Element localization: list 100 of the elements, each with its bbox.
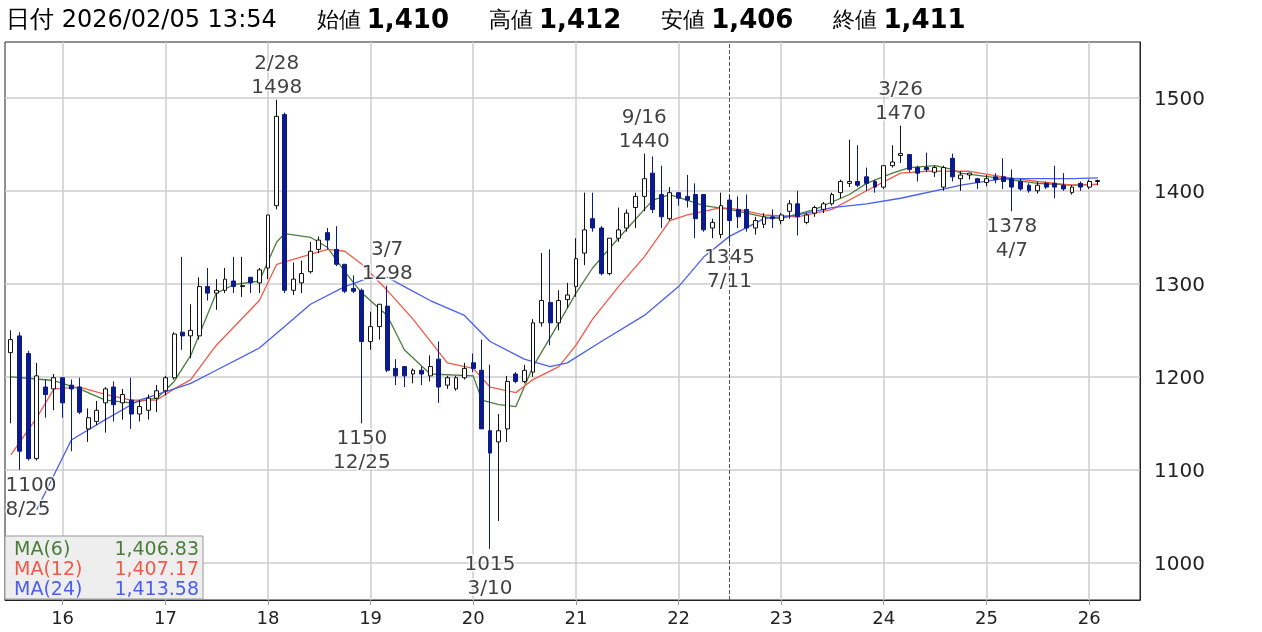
- candlestick: [548, 248, 553, 346]
- candlestick: [103, 386, 108, 434]
- candlestick: [129, 377, 134, 430]
- candlestick: [779, 212, 784, 225]
- candlestick: [1070, 184, 1074, 196]
- x-tick-label: 19: [359, 606, 383, 628]
- candlestick: [770, 208, 775, 229]
- candlestick: [94, 400, 99, 426]
- candlestick: [659, 165, 664, 229]
- candlestick: [864, 167, 869, 192]
- candlestick: [984, 174, 989, 187]
- x-tick-label: 23: [769, 606, 793, 628]
- annotation: 1,413.58: [114, 576, 199, 599]
- candlestick: [607, 237, 612, 276]
- x-tick-label: 26: [1077, 606, 1101, 628]
- candlestick: [351, 274, 356, 294]
- candlestick: [676, 192, 681, 207]
- candlestick: [993, 172, 998, 184]
- candlestick: [411, 367, 415, 384]
- candlestick: [633, 192, 638, 229]
- annotation: 3/26 1470: [875, 75, 927, 124]
- candlestick: [299, 260, 304, 294]
- candlestick: [419, 366, 424, 386]
- candlestick: [402, 366, 407, 388]
- candlestick: [890, 144, 895, 169]
- candlestick: [744, 194, 749, 233]
- candlestick: [932, 165, 937, 178]
- candlestick: [223, 267, 227, 294]
- candlestick: [111, 380, 116, 422]
- text: 高値 1,412: [488, 4, 622, 34]
- candlestick: [710, 218, 715, 239]
- candlestick: [701, 194, 706, 233]
- candlestick: [137, 399, 142, 422]
- candlestick: [693, 182, 698, 239]
- candlestick: [325, 227, 330, 250]
- y-tick-label: 1100: [1154, 457, 1205, 482]
- candlestick: [1052, 165, 1057, 199]
- candlestick: [471, 353, 476, 373]
- candlestick: [830, 192, 834, 207]
- candlestick: [958, 170, 963, 192]
- candlestick: [1087, 179, 1092, 190]
- candlestick: [17, 331, 22, 471]
- text: 安値 1,406: [661, 4, 794, 34]
- x-tick-label: 25: [975, 606, 999, 628]
- candlestick: [898, 125, 903, 164]
- candlestick: [599, 225, 604, 276]
- candlestick: [915, 165, 920, 182]
- candlestick: [719, 192, 723, 239]
- candlestick: [1035, 181, 1040, 195]
- candlestick: [359, 287, 364, 424]
- text: 始値 1,410: [316, 4, 449, 34]
- candlestick: [590, 192, 595, 233]
- candlestick: [454, 375, 458, 392]
- candlestick: [316, 235, 321, 254]
- x-tick-label: 21: [564, 606, 588, 628]
- candlestick: [51, 373, 56, 411]
- x-tick-label: 16: [51, 606, 75, 628]
- candlestick: [1095, 179, 1100, 186]
- candlestick: [847, 139, 852, 188]
- candlestick: [393, 358, 398, 386]
- candlestick: [1027, 182, 1031, 194]
- candlestick: [257, 267, 262, 294]
- candlestick: [1078, 181, 1083, 192]
- candlestick: [436, 340, 441, 404]
- candlestick: [565, 282, 570, 309]
- candlestick: [667, 186, 672, 222]
- x-tick-label: 20: [461, 606, 485, 628]
- candlestick: [967, 172, 972, 181]
- candlestick: [787, 199, 792, 220]
- candlestick: [342, 263, 347, 294]
- candlestick: [146, 393, 151, 421]
- annotation: 2/28 1498: [251, 49, 303, 98]
- candlestick: [522, 364, 527, 384]
- candlestick: [727, 194, 732, 243]
- x-tick-label: 22: [667, 606, 691, 628]
- annotation: 1,407.17: [114, 556, 199, 579]
- candlestick: [1044, 181, 1049, 190]
- candlestick: [479, 339, 484, 430]
- candlestick: [214, 278, 219, 311]
- candlestick: [291, 261, 296, 296]
- candlestick: [308, 241, 313, 275]
- candlestick: [240, 256, 245, 298]
- candlestick: [266, 214, 270, 280]
- x-tick-label: 17: [154, 606, 177, 628]
- candlestick: [377, 303, 382, 341]
- candlestick: [975, 178, 980, 190]
- candlestick: [231, 256, 236, 294]
- candlestick: [445, 375, 450, 390]
- candlestick: [163, 375, 168, 396]
- candlestick: [838, 179, 843, 199]
- candlestick: [685, 174, 690, 209]
- candlestick: [385, 285, 390, 373]
- candlestick: [574, 237, 578, 298]
- candlestick: [556, 289, 561, 331]
- candlestick: [821, 201, 826, 214]
- candlestick: [924, 152, 929, 173]
- candlestick: [873, 179, 877, 194]
- candlestick: [1009, 168, 1014, 212]
- candlestick: [812, 205, 817, 218]
- candlestick: [642, 153, 647, 212]
